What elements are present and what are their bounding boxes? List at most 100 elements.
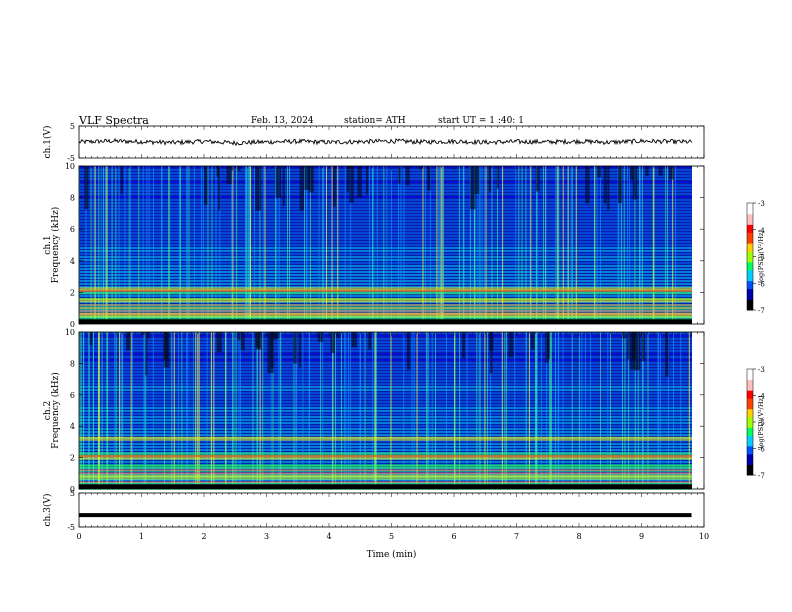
colorbar-tick-label: -3 [758,200,765,208]
spectrogram-dark-patch [141,332,145,335]
colorbar-segment [747,451,753,455]
channel-label-ch.1: ch.1 [43,235,53,254]
y-tick-label: 4 [70,422,75,431]
voltage-axis-label: ch.3(V) [42,494,53,527]
colorbar-segment [747,419,753,423]
spectrogram-dark-patch [126,332,131,351]
channel-label-ch.2: ch.2 [43,401,53,420]
spectrogram-dark-patch [585,166,590,204]
spectrogram-dark-patch [631,332,636,360]
colorbar-segment [747,371,753,375]
spectrogram-dark-patch [462,332,466,359]
colorbar-tick-label: -5 [758,419,765,427]
spectrogram-dark-patch [282,166,285,207]
spectrogram-dark-patch [470,166,476,210]
colorbar-segment [747,261,753,266]
y-tick-label: 6 [70,225,75,234]
spectrogram-dark-patch [255,332,261,348]
emission-band-3.2khz [79,436,692,441]
colorbar-segment [747,291,753,295]
emission-band-2khz [79,290,692,295]
spectrogram-dark-patch [489,332,493,374]
colorbar-segment [747,272,753,276]
x-tick-label: 3 [264,532,269,541]
spectrogram-floor [79,484,692,489]
colorbar-segment [747,240,753,244]
colorbar-segment [747,435,753,439]
colorbar-segment [747,296,753,300]
spectrogram-dark-patch [488,166,492,192]
spectrogram-dark-patch [270,332,274,368]
colorbar-label: log(PSD)(V²/Hz) [757,395,765,448]
colorbar-segment [747,288,753,292]
spectrogram-dark-patch [418,166,423,170]
colorbar-segment [747,379,753,383]
colorbar-segment [747,205,753,209]
spectrogram-dark-patch [308,166,314,193]
spectrogram-floor [79,319,692,324]
colorbar-segment [747,208,753,212]
spectrogram-dark-patch [271,332,277,340]
colorbar-label: log(PSD)(V²/Hz) [757,230,765,283]
colorbar-segment [747,235,753,239]
spectrogram-dark-patch [147,332,150,339]
spectrogram-dark-patch [346,166,352,169]
x-tick-label: 1 [139,532,144,541]
emission-band-1.4khz [79,465,692,470]
emission-band-2khz [79,455,692,460]
colorbar-segment [747,376,753,381]
y-tick-label: 0 [70,320,75,329]
voltage-axis-label: ch.1(V) [42,126,53,159]
y-tick-label: 4 [70,257,75,266]
colorbar-segment [747,216,753,220]
spectrogram-dark-patch [237,332,241,341]
colorbar-segment [747,211,753,215]
y-tick-label: 8 [70,194,75,203]
colorbar-segment [747,472,753,476]
x-tick-label: 7 [514,532,519,541]
y-tick-label: 5 [70,122,75,131]
spectrogram-dark-patch [368,332,372,350]
chart-title: VLF Spectra [79,114,149,127]
spectrogram-dark-patch [255,166,261,211]
spectrogram-dark-patch [275,166,282,198]
colorbar-tick-label: -7 [758,307,765,315]
colorbar-segment [747,243,753,247]
colorbar-segment [747,232,753,236]
x-tick-label: 0 [76,532,81,541]
spectrogram-dark-patch [357,166,362,198]
colorbar-segment [747,275,753,279]
ch1-waveform [78,137,693,147]
x-tick-label: 8 [576,532,581,541]
y-tick-label: -5 [67,154,75,163]
spectrogram-dark-patch [668,166,674,180]
spectrogram-dark-patch [535,166,540,192]
x-tick-label: 9 [639,532,644,541]
spectrogram-dark-patch [351,332,357,348]
colorbar-segment [747,224,753,228]
colorbar-tick-label: -4 [758,393,765,401]
colorbar-segment [747,390,753,394]
spectrogram-dark-patch [634,332,641,371]
colorbar-segment [747,400,753,404]
spectrogram-dark-patch [203,166,208,206]
spectrogram-dark-patch [632,166,638,200]
spectrogram-dark-patch [145,332,148,376]
spectrogram-dark-patch [658,166,663,176]
colorbar-segment [747,229,753,233]
spectrogram-dark-patch [317,332,324,342]
y-tick-label: 0 [70,485,75,494]
spectrogram-dark-patch [405,166,410,186]
colorbar-tick-label: -7 [758,472,765,480]
colorbar-segment [747,469,753,473]
colorbar-segment [747,203,753,207]
spectrogram-dark-patch [218,166,221,211]
colorbar-segment [747,299,753,303]
start-time-label: start UT = 1 :40: 1 [438,116,524,126]
colorbar-segment [747,256,753,260]
y-tick-label: 5 [70,489,75,498]
colorbar-segment [747,422,753,426]
y-tick-label: 8 [70,359,75,368]
colorbar-segment [747,443,753,447]
date-label: Feb. 13, 2024 [251,116,314,126]
